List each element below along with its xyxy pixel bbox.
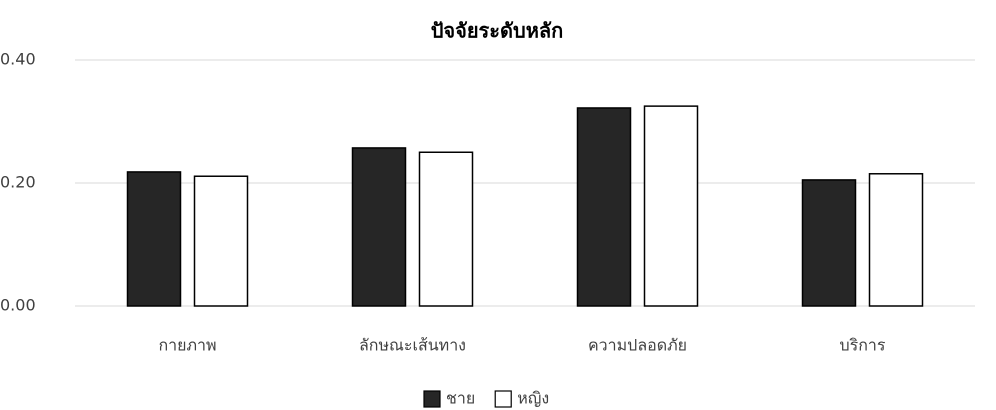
bar [576,107,632,307]
chart-title: ปัจจัยระดับหลัก [431,19,564,43]
y-tick-label: 0.00 [0,296,36,315]
x-tick-label: ความปลอดภัย [588,336,687,355]
bar [801,179,857,307]
bar [351,147,407,307]
bar [868,173,924,307]
bar [643,105,699,307]
legend-swatch [423,390,441,408]
bar [193,175,249,307]
x-tick-label: บริการ [839,336,885,355]
y-tick-label: 0.40 [0,50,36,69]
legend-label: ชาย [446,389,475,408]
x-tick-label: ลักษณะเส้นทาง [359,336,466,355]
x-tick-label: กายภาพ [158,336,216,355]
legend-label: หญิง [517,389,549,408]
bar [418,151,474,307]
bar [126,171,182,307]
legend-swatch [494,390,512,408]
y-tick-label: 0.20 [0,173,36,192]
